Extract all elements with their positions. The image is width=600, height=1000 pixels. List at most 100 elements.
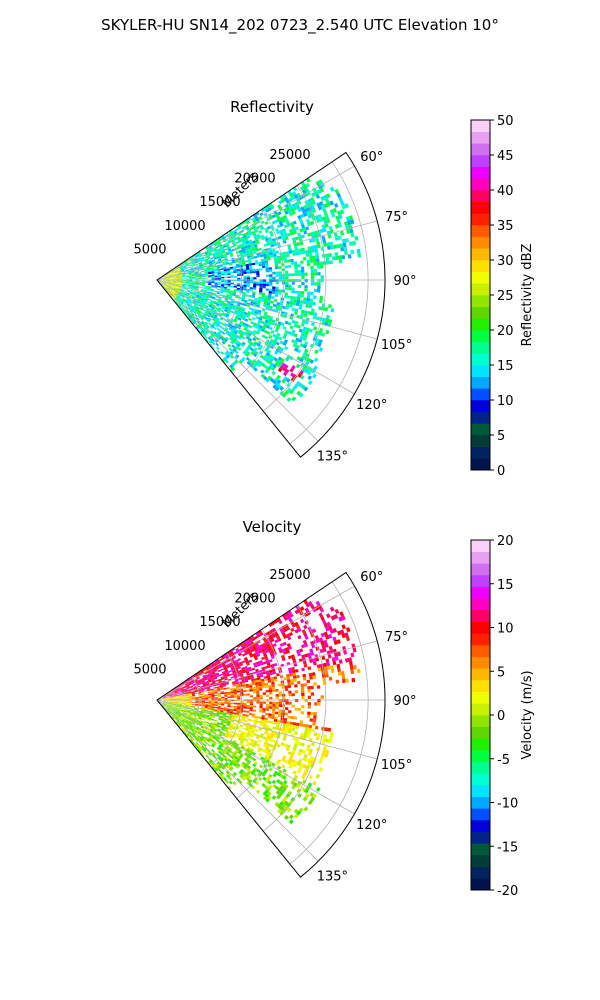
data-cell — [216, 292, 220, 295]
data-cell — [302, 796, 308, 802]
data-cell — [177, 709, 181, 711]
data-cell — [248, 232, 253, 236]
data-cell — [208, 280, 212, 282]
data-cell — [218, 307, 222, 310]
data-cell — [285, 633, 291, 638]
data-cell — [194, 308, 199, 312]
data-cell — [299, 648, 304, 653]
data-cell — [202, 729, 206, 733]
data-cell — [276, 215, 281, 220]
data-cell — [242, 315, 246, 319]
data-cell — [247, 246, 252, 250]
data-cell — [238, 239, 242, 243]
data-cell — [207, 300, 211, 304]
data-cell — [246, 640, 250, 645]
data-cell — [287, 729, 292, 734]
data-cell — [209, 736, 213, 740]
data-cell — [290, 627, 295, 632]
data-cell — [266, 699, 270, 702]
data-cell — [218, 664, 223, 667]
data-cell — [174, 708, 178, 710]
data-cell — [304, 207, 309, 213]
data-cell — [189, 257, 193, 260]
data-cell — [211, 273, 215, 276]
data-cell — [211, 312, 215, 316]
data-cell — [285, 699, 289, 702]
data-cell — [261, 681, 265, 684]
data-cell — [313, 295, 317, 299]
colorbar-swatch — [471, 330, 490, 342]
data-cell — [182, 697, 186, 699]
data-cell — [226, 711, 230, 714]
data-cell — [248, 294, 252, 298]
data-cell — [259, 344, 264, 349]
data-cell — [175, 292, 179, 295]
data-cell — [173, 699, 177, 700]
data-cell — [349, 241, 353, 246]
data-cell — [192, 284, 196, 286]
data-cell — [307, 800, 313, 806]
data-cell — [179, 275, 183, 277]
data-cell — [235, 296, 239, 299]
data-cell — [185, 294, 189, 297]
data-cell — [217, 690, 221, 692]
data-cell — [191, 690, 195, 693]
data-cell — [193, 310, 197, 314]
data-cell — [295, 344, 300, 349]
data-cell — [271, 248, 276, 253]
data-cell — [274, 350, 279, 355]
data-cell — [169, 277, 173, 279]
data-cell — [177, 289, 181, 292]
data-cell — [171, 272, 175, 275]
data-cell — [193, 305, 197, 308]
data-cell — [298, 272, 302, 277]
data-cell — [257, 346, 262, 351]
data-cell — [176, 282, 180, 284]
data-cell — [338, 255, 342, 260]
data-cell — [320, 264, 324, 269]
data-cell — [225, 336, 230, 341]
data-cell — [190, 687, 194, 690]
data-cell — [226, 712, 230, 715]
data-cell — [283, 224, 288, 229]
data-cell — [189, 258, 193, 261]
data-cell — [289, 316, 294, 320]
data-cell — [168, 285, 172, 288]
data-cell — [225, 313, 230, 317]
data-cell — [201, 701, 206, 703]
data-cell — [278, 711, 282, 715]
data-cell — [179, 291, 183, 294]
data-cell — [248, 769, 253, 774]
data-cell — [195, 274, 199, 276]
data-cell — [253, 705, 257, 708]
data-cell — [307, 214, 312, 219]
data-cell — [201, 705, 205, 707]
data-cell — [252, 726, 257, 729]
data-cell — [210, 315, 214, 319]
data-cell — [246, 701, 250, 704]
data-cell — [162, 275, 166, 278]
data-cell — [270, 366, 276, 371]
data-cell — [189, 294, 193, 297]
data-cell — [281, 803, 287, 809]
data-cell — [204, 272, 208, 274]
data-cell — [301, 667, 305, 672]
data-cell — [248, 343, 253, 348]
data-cell — [172, 282, 177, 284]
data-cell — [221, 259, 225, 262]
data-cell — [254, 740, 258, 744]
data-cell — [285, 270, 289, 274]
data-cell — [214, 277, 218, 279]
data-cell — [259, 325, 263, 329]
data-cell — [269, 377, 275, 383]
data-cell — [242, 262, 246, 265]
data-cell — [242, 686, 247, 689]
data-cell — [162, 282, 166, 284]
data-cell — [244, 325, 249, 329]
data-cell — [182, 284, 186, 286]
data-cell — [294, 270, 298, 274]
data-cell — [320, 204, 326, 210]
data-cell — [197, 320, 201, 324]
data-cell — [178, 293, 182, 296]
data-cell — [187, 709, 191, 712]
